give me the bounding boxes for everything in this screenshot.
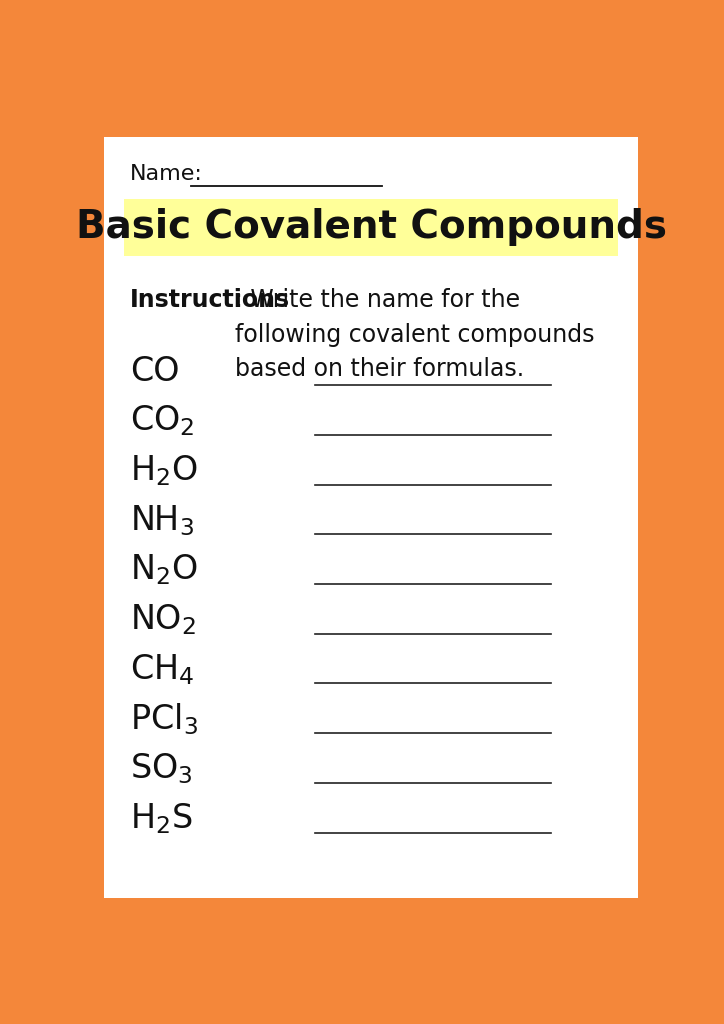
- Text: CO$_2$: CO$_2$: [130, 403, 194, 438]
- Text: CO: CO: [130, 354, 180, 388]
- Text: Basic Covalent Compounds: Basic Covalent Compounds: [75, 208, 667, 246]
- Text: H$_2$S: H$_2$S: [130, 801, 193, 836]
- Text: PCl$_3$: PCl$_3$: [130, 701, 198, 737]
- Text: N$_2$O: N$_2$O: [130, 553, 197, 588]
- Text: Name:: Name:: [130, 164, 203, 184]
- Text: Instructions: Instructions: [130, 289, 290, 312]
- Text: CH$_4$: CH$_4$: [130, 652, 194, 687]
- Bar: [125, 200, 618, 256]
- Text: SO$_3$: SO$_3$: [130, 752, 193, 786]
- Text: NO$_2$: NO$_2$: [130, 602, 196, 637]
- Text: NH$_3$: NH$_3$: [130, 503, 194, 538]
- Text: H$_2$O: H$_2$O: [130, 454, 198, 488]
- Text: : Write the name for the
following covalent compounds
based on their formulas.: : Write the name for the following coval…: [235, 289, 594, 381]
